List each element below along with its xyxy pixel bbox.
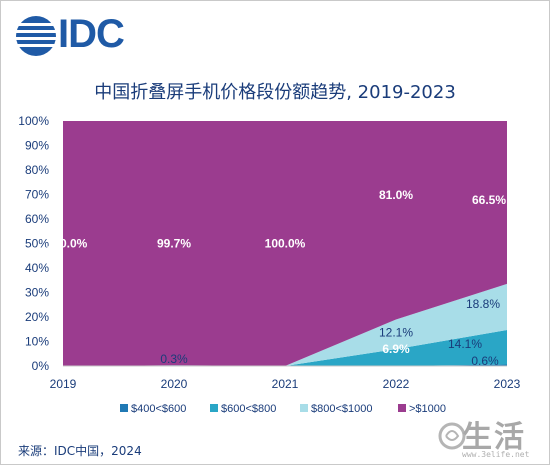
area-series-3: [63, 121, 507, 366]
data-label: 18.8%: [466, 297, 500, 311]
y-tick-label: 30%: [25, 286, 49, 300]
idc-logo: [16, 16, 56, 56]
source-note: 来源：IDC中国，2024: [18, 444, 142, 458]
data-label: 81.0%: [379, 188, 413, 202]
data-label: 6.9%: [382, 342, 410, 356]
y-tick-label: 40%: [25, 261, 49, 275]
legend-swatch-1: [210, 404, 218, 412]
x-tick-label: 2023: [494, 377, 521, 391]
data-label: 100.0%: [265, 237, 306, 251]
chart-title: 中国折叠屏手机价格段份额趋势, 2019-2023: [94, 82, 456, 103]
legend-label-1: $600<$800: [221, 403, 276, 415]
watermark-logo-icon: [438, 422, 466, 450]
watermark-url: www.3elife.net: [462, 450, 530, 459]
data-label: 99.7%: [157, 237, 191, 251]
data-label: 12.1%: [379, 325, 413, 339]
y-tick-label: 100%: [18, 114, 49, 128]
y-tick-label: 20%: [25, 310, 49, 324]
x-tick-label: 2022: [383, 377, 410, 391]
data-label: 14.1%: [448, 337, 482, 351]
legend-label-0: $400<$600: [131, 403, 186, 415]
y-tick-label: 80%: [25, 163, 49, 177]
legend-swatch-0: [120, 404, 128, 412]
area-series-2: [63, 283, 507, 366]
y-tick-label: 50%: [25, 237, 49, 251]
y-tick-label: 60%: [25, 212, 49, 226]
data-label: 0.6%: [471, 354, 499, 368]
logo-text: IDC: [58, 12, 125, 56]
x-tick-label: 2019: [50, 377, 77, 391]
x-tick-label: 2020: [161, 377, 188, 391]
legend-label-2: $800<$1000: [311, 403, 372, 415]
y-tick-label: 70%: [25, 188, 49, 202]
data-label: 100.0%: [47, 237, 88, 251]
area-series-1: [63, 329, 507, 366]
legend-swatch-2: [300, 404, 308, 412]
legend-swatch-3: [398, 404, 406, 412]
data-label: 66.5%: [472, 193, 506, 207]
legend-label-3: >$1000: [409, 403, 446, 415]
y-tick-label: 90%: [25, 139, 49, 153]
x-tick-label: 2021: [272, 377, 299, 391]
watermark-text: 生活: [462, 420, 526, 455]
data-label: 0.3%: [160, 352, 188, 366]
y-tick-label: 10%: [25, 335, 49, 349]
globe-icon: [16, 16, 56, 56]
y-tick-label: 0%: [32, 359, 50, 373]
